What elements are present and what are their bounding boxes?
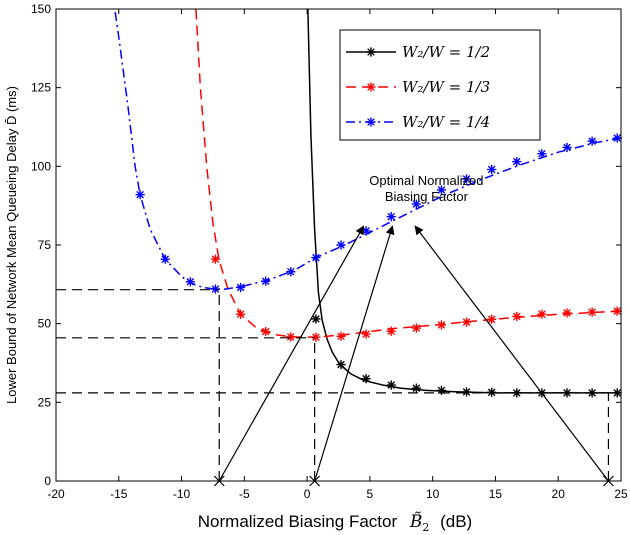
marker-quarter [612, 133, 622, 143]
marker-half [612, 388, 622, 398]
marker-third [286, 332, 296, 342]
marker-third [512, 311, 522, 322]
marker-third [261, 326, 271, 337]
marker-quarter [386, 212, 396, 222]
x-tick-label: -20 [47, 487, 65, 501]
x-tick-label: 5 [367, 487, 374, 501]
x-ticks: -20 -15 -10 -5 0 5 10 15 20 25 [47, 9, 628, 501]
marker-quarter [160, 254, 170, 264]
reference-lines [56, 289, 610, 481]
x-tick-label: -5 [239, 487, 250, 501]
annotation-arrow [414, 225, 609, 482]
marker-quarter [562, 142, 572, 153]
legend-entry-1: W₂/W = 1/2 [346, 43, 490, 61]
marker-half [361, 374, 371, 384]
marker-half [336, 359, 346, 370]
marker-quarter [336, 240, 346, 250]
marker-third [537, 309, 547, 319]
marker-half [487, 387, 497, 397]
legend-label: W₂/W = 1/4 [402, 113, 490, 131]
x-tick-label: 20 [552, 487, 566, 501]
x-axis-label: Normalized Biasing Factor B̃2 (dB) [198, 512, 472, 535]
y-tick-label: 75 [38, 238, 52, 252]
marker-third [487, 314, 497, 324]
marker-third [562, 308, 572, 318]
y-axis-label: Lower Bound of Network Mean Queueing Del… [4, 86, 19, 404]
marker-third [386, 326, 396, 336]
marker-third [612, 306, 622, 316]
marker-quarter [436, 185, 447, 195]
y-tick-label: 0 [44, 474, 51, 488]
legend-label: W₂/W = 1/2 [402, 43, 490, 61]
y-ticks: 0 25 50 75 100 125 150 [31, 2, 621, 488]
marker-quarter [286, 267, 296, 277]
marker-third [587, 307, 597, 317]
y-tick-label: 125 [31, 81, 51, 95]
y-tick-label: 50 [38, 317, 52, 331]
marker-third [411, 323, 421, 333]
y-tick-label: 150 [31, 2, 51, 16]
marker-third [311, 332, 321, 342]
marker-quarter [261, 276, 271, 286]
x-tick-label: -15 [110, 487, 128, 501]
marker-quarter [461, 174, 472, 184]
legend-entry-2: W₂/W = 1/3 [346, 78, 490, 96]
marker-third [235, 309, 246, 319]
marker-quarter [235, 282, 246, 293]
annotation-line-2: Biasing Factor [385, 189, 469, 204]
x-tick-label: 0 [304, 487, 311, 501]
y-tick-label: 100 [31, 159, 51, 173]
marker-quarter [587, 136, 597, 146]
marker-third [361, 329, 371, 339]
x-tick-label: 25 [614, 487, 628, 501]
marker-half [411, 383, 421, 393]
marker-third [461, 317, 472, 327]
x-tick-label: -10 [173, 487, 191, 501]
marker-third [436, 320, 447, 330]
series-line-2 [195, 9, 621, 338]
marker-quarter [210, 284, 221, 294]
annotation-arrow [218, 225, 365, 482]
marker-quarter [135, 190, 145, 200]
legend-label: W₂/W = 1/3 [402, 78, 490, 96]
marker-quarter [311, 252, 321, 263]
marker-half [311, 314, 321, 324]
marker-quarter [411, 199, 421, 209]
marker-half [436, 385, 447, 395]
marker-half [461, 387, 472, 397]
marker-half [386, 380, 396, 390]
marker-quarter [487, 164, 497, 175]
legend-entry-3: W₂/W = 1/4 [346, 113, 490, 131]
marker-layer [135, 133, 622, 398]
marker-quarter [185, 277, 195, 287]
annotation-arrow [314, 225, 395, 482]
marker-third [210, 254, 221, 264]
x-tick-label: 15 [489, 487, 503, 501]
marker-quarter [537, 149, 547, 159]
legend: W₂/W = 1/2 W₂/W = 1/3 W₂/W = 1/4 [339, 29, 541, 141]
marker-third [336, 331, 346, 341]
annotation-line-1: Optimal Normalized [369, 173, 483, 188]
y-tick-label: 25 [38, 395, 52, 409]
x-tick-label: 10 [426, 487, 440, 501]
marker-quarter [512, 157, 522, 167]
